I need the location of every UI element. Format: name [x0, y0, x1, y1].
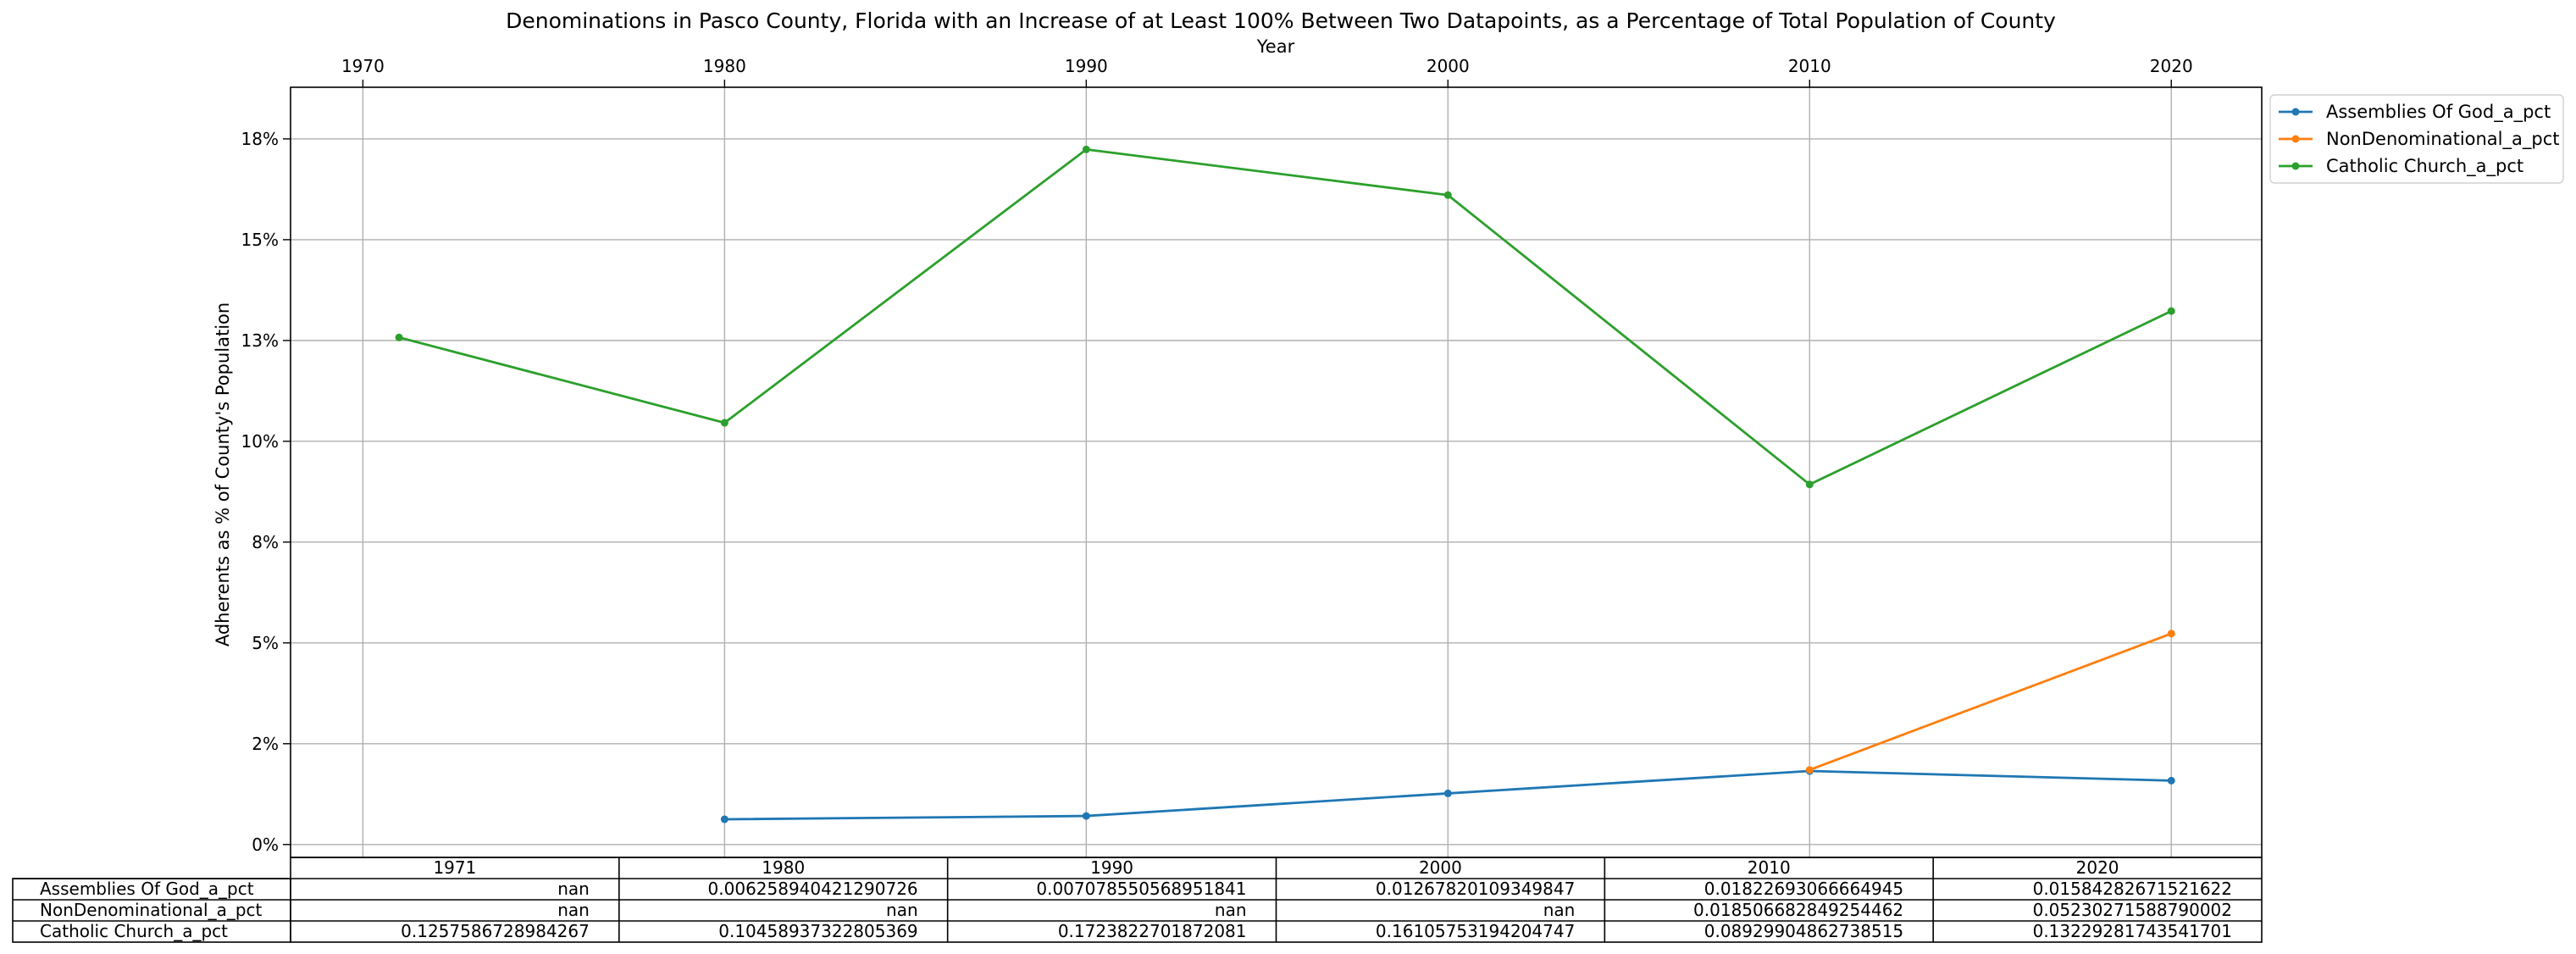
legend: Assemblies Of God_a_pct NonDenominational…: [2269, 94, 2564, 184]
data-point: [720, 815, 728, 824]
table-header-cell: 2000: [1419, 857, 1462, 878]
x-tick-label: 1980: [703, 56, 746, 76]
table-cell: 0.007078550568951841: [1036, 879, 1246, 899]
chart-title: Denominations in Pasco County, Florida w…: [506, 8, 2056, 33]
table-header-cell: 2020: [2076, 857, 2119, 878]
table-cell: 0.16105753194204747: [1376, 921, 1575, 941]
x-tick-label: 1990: [1065, 56, 1108, 76]
table-header-cell: 2010: [1748, 857, 1791, 878]
grid: [291, 87, 2262, 857]
table-row-label: Assemblies Of God_a_pct: [40, 879, 254, 899]
table-cell: nan: [557, 879, 590, 899]
x-axis: 1970 1980 1990 2000 2010 2020: [341, 56, 2193, 87]
data-point: [720, 419, 728, 427]
legend-label: Assemblies Of God_a_pct: [2326, 102, 2551, 123]
plot-frame: [290, 86, 2263, 858]
table-cell: 0.10458937322805369: [718, 921, 917, 941]
data-point: [2167, 630, 2175, 638]
table-cell: 0.08929904862738515: [1704, 921, 1903, 941]
series-line-2: [398, 147, 2172, 486]
y-tick-label: 18%: [241, 129, 279, 149]
table-header-cell: 1980: [762, 857, 805, 878]
series-group: [395, 145, 2175, 824]
legend-label: Catholic Church_a_pct: [2326, 156, 2523, 177]
data-point: [1082, 812, 1090, 820]
y-tick-label: 5%: [252, 633, 279, 653]
data-point: [1082, 145, 1090, 153]
y-axis-label: Adherents as % of County's Population: [213, 302, 233, 646]
table-cell: 0.13229281743541701: [2033, 921, 2232, 941]
table-cell: 0.01267820109349847: [1376, 879, 1575, 899]
data-point: [1443, 191, 1452, 199]
data-point: [395, 333, 403, 341]
x-tick-label: 2000: [1426, 56, 1470, 76]
table-cell: 0.1723822701872081: [1058, 921, 1247, 941]
legend-label: NonDenominational_a_pct: [2326, 129, 2560, 150]
table-cell: nan: [886, 900, 918, 920]
table-header-cell: 1971: [433, 857, 476, 878]
table-cell: 0.1257586728984267: [401, 921, 590, 941]
y-axis: 0% 2% 5% 8% 10% 13% 15% 18%: [241, 129, 291, 855]
table-cell: nan: [1215, 900, 1247, 920]
data-point: [1805, 766, 1814, 774]
series-line-1: [1809, 632, 2172, 772]
legend-box: [2269, 94, 2564, 184]
x-tick-label: 2020: [2150, 56, 2193, 76]
x-axis-label: Year: [1256, 36, 1295, 57]
y-tick-label: 0%: [252, 835, 279, 855]
data-table: 1971 1980 1990 2000 2010 2020 Assemblies Of Go…: [12, 857, 2263, 943]
table-cell: 0.01822693066664945: [1704, 879, 1903, 899]
legend-marker: [2291, 162, 2300, 170]
table-cell: 0.05230271588790002: [2033, 900, 2232, 920]
table-header-cell: 1990: [1090, 857, 1133, 878]
legend-marker: [2291, 108, 2300, 116]
y-tick-label: 2%: [252, 734, 279, 754]
table-cell: 0.01584282671521622: [2033, 879, 2232, 899]
table-cell: nan: [557, 900, 590, 920]
x-tick-label: 1970: [341, 56, 385, 76]
legend-marker: [2291, 135, 2300, 143]
data-point: [2167, 307, 2175, 315]
table-row-label: NonDenominational_a_pct: [40, 900, 263, 920]
table-row-label: Catholic Church_a_pct: [40, 921, 228, 941]
x-tick-label: 2010: [1788, 56, 1831, 76]
y-tick-label: 15%: [241, 230, 279, 250]
data-point: [1805, 480, 1814, 489]
table-cell: 0.006258940421290726: [708, 879, 918, 899]
data-point: [1443, 789, 1452, 797]
data-point: [2167, 776, 2175, 785]
table-cell: nan: [1543, 900, 1576, 920]
y-tick-label: 8%: [252, 532, 279, 552]
y-tick-label: 10%: [241, 431, 279, 452]
y-tick-label: 13%: [241, 330, 279, 351]
table-cell: 0.018506682849254462: [1693, 900, 1903, 920]
